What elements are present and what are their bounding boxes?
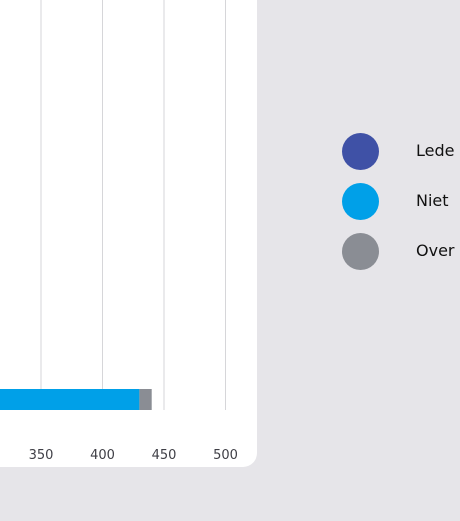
legend-item-over[interactable]: Over xyxy=(342,233,460,271)
legend-swatch-niet xyxy=(342,183,379,220)
legend-label-over: Over xyxy=(416,241,455,260)
x-tick-label-500: 500 xyxy=(213,448,238,463)
chart-area: 350 400 450 500 xyxy=(0,0,238,463)
bar-segment-niet[interactable] xyxy=(0,389,140,410)
legend-swatch-over xyxy=(342,233,379,270)
legend-swatch-lede xyxy=(342,133,379,170)
legend-label-lede: Lede xyxy=(416,141,455,160)
x-tick-label-400: 400 xyxy=(90,448,115,463)
x-tick-label-450: 450 xyxy=(152,448,177,463)
legend-item-lede[interactable]: Lede xyxy=(342,133,460,171)
x-tick-label-350: 350 xyxy=(29,448,54,463)
bar-segment-over[interactable] xyxy=(139,389,152,410)
chart-panel: 350 400 450 500 xyxy=(0,0,257,467)
legend-label-niet: Niet xyxy=(416,191,449,210)
legend-item-niet[interactable]: Niet xyxy=(342,183,460,221)
